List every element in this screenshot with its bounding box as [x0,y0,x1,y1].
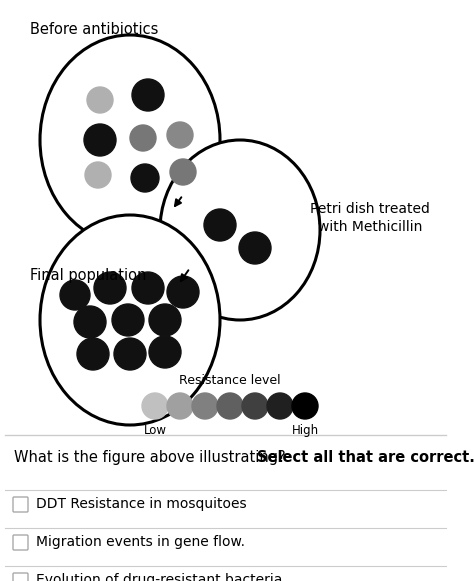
Circle shape [77,338,109,370]
FancyBboxPatch shape [13,497,28,512]
Circle shape [112,304,144,336]
Circle shape [167,122,193,148]
Circle shape [131,164,159,192]
Circle shape [167,393,193,419]
Ellipse shape [40,215,220,425]
Text: Before antibiotics: Before antibiotics [30,22,158,37]
Text: Migration events in gene flow.: Migration events in gene flow. [36,535,245,549]
Text: Low: Low [144,424,166,437]
Text: Select all that are correct.: Select all that are correct. [257,450,474,465]
Text: Final population: Final population [30,268,146,283]
Circle shape [149,304,181,336]
FancyBboxPatch shape [13,535,28,550]
Circle shape [267,393,293,419]
Text: Petri dish treated
with Methicillin: Petri dish treated with Methicillin [310,202,430,234]
Circle shape [84,124,116,156]
Circle shape [292,393,318,419]
Circle shape [142,393,168,419]
Text: What is the figure above illustrating?: What is the figure above illustrating? [14,450,295,465]
Circle shape [239,232,271,264]
Circle shape [60,280,90,310]
Text: High: High [292,424,319,437]
Ellipse shape [40,35,220,245]
Circle shape [192,393,218,419]
Text: Evolution of drug-resistant bacteria: Evolution of drug-resistant bacteria [36,573,283,581]
Circle shape [87,87,113,113]
Circle shape [130,125,156,151]
Circle shape [149,336,181,368]
Circle shape [85,162,111,188]
Text: DDT Resistance in mosquitoes: DDT Resistance in mosquitoes [36,497,246,511]
Circle shape [132,79,164,111]
Circle shape [204,209,236,241]
Circle shape [74,306,106,338]
Circle shape [217,393,243,419]
Ellipse shape [160,140,320,320]
Circle shape [167,276,199,308]
Text: Resistance level: Resistance level [179,374,281,387]
Circle shape [94,272,126,304]
FancyBboxPatch shape [13,573,28,581]
Circle shape [170,159,196,185]
Circle shape [132,272,164,304]
Circle shape [242,393,268,419]
Circle shape [114,338,146,370]
